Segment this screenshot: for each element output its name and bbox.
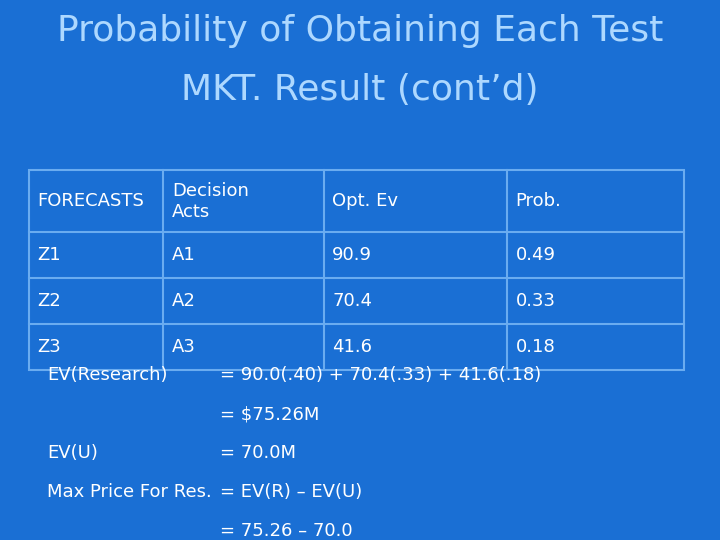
Text: EV(U): EV(U) [47,444,98,462]
Text: MKT. Result (cont’d): MKT. Result (cont’d) [181,73,539,107]
Text: Z2: Z2 [37,292,61,310]
Text: 90.9: 90.9 [332,246,372,264]
Text: 0.18: 0.18 [516,338,556,356]
Text: EV(Research): EV(Research) [47,366,167,384]
Text: A2: A2 [172,292,196,310]
Text: A3: A3 [172,338,196,356]
Text: Opt. Ev: Opt. Ev [332,192,398,210]
Text: = EV(R) – EV(U): = EV(R) – EV(U) [220,483,362,501]
Text: Z3: Z3 [37,338,61,356]
Text: 0.33: 0.33 [516,292,556,310]
Text: = 75.26 – 70.0: = 75.26 – 70.0 [220,522,352,540]
Bar [29,170,684,370]
Text: Z1: Z1 [37,246,61,264]
Text: Probability of Obtaining Each Test: Probability of Obtaining Each Test [57,14,663,48]
Text: FORECASTS: FORECASTS [37,192,144,210]
Text: Decision
Acts: Decision Acts [172,182,248,220]
Text: 70.4: 70.4 [332,292,372,310]
Text: Prob.: Prob. [516,192,562,210]
Text: 41.6: 41.6 [332,338,372,356]
Text: 0.49: 0.49 [516,246,556,264]
Text: = $75.26M: = $75.26M [220,405,319,423]
Text: Max Price For Res.: Max Price For Res. [47,483,217,501]
Text: = 70.0M: = 70.0M [220,444,296,462]
Text: = 90.0(.40) + 70.4(.33) + 41.6(.18): = 90.0(.40) + 70.4(.33) + 41.6(.18) [220,366,541,384]
Text: A1: A1 [172,246,196,264]
